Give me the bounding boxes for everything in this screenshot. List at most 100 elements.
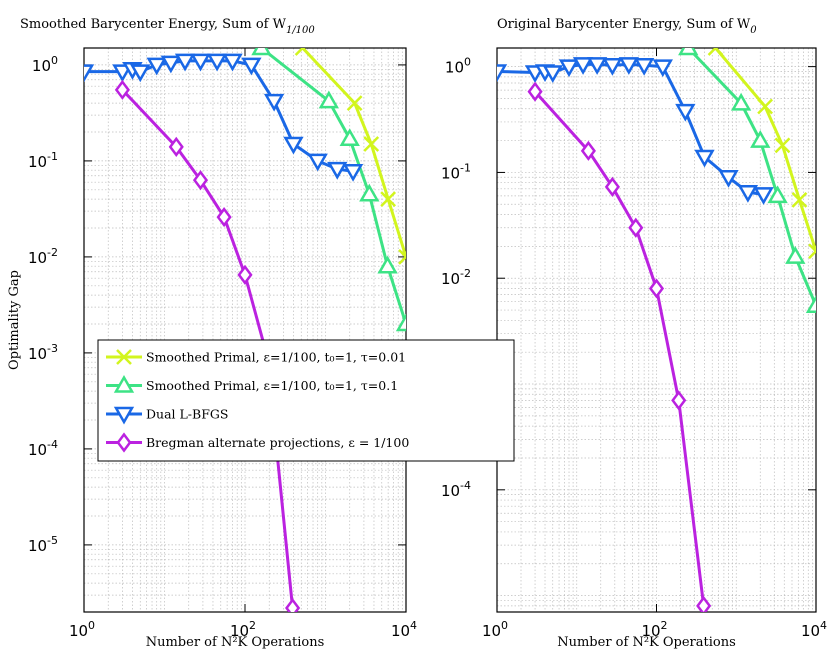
data-point — [130, 64, 151, 83]
data-point — [206, 53, 228, 72]
data-point — [694, 149, 715, 168]
data-point — [718, 170, 739, 188]
legend-marker — [116, 349, 132, 365]
data-point — [174, 53, 196, 72]
data-point — [527, 81, 543, 102]
legend: Smoothed Primal, ε=1/100, t₀=1, τ=0.01 Sm… — [97, 339, 515, 462]
data-point — [114, 79, 130, 100]
data-point — [237, 264, 253, 285]
chart-title: Smoothed Barycenter Energy, Sum of W1/10… — [20, 17, 315, 36]
legend-marker — [113, 406, 135, 425]
x-tick-label: 104 — [391, 619, 417, 640]
grid-lines — [83, 48, 407, 613]
data-point — [675, 103, 696, 122]
data-point — [168, 136, 184, 157]
data-point — [497, 64, 508, 82]
data-point — [285, 597, 301, 612]
legend-marker — [113, 374, 135, 393]
chart-panel-1: 100 102 10410010-110-210-310-410-5Smoothed… — [20, 17, 417, 650]
chart-title: Original Barycenter Energy, Sum of W0 — [497, 17, 757, 36]
data-point — [696, 595, 712, 612]
data-point — [398, 249, 406, 265]
legend-label: Smoothed Primal, ε=1/100, t₀=1, τ=0.01 — [146, 350, 406, 365]
series-group — [497, 48, 816, 612]
data-point — [633, 58, 655, 76]
data-point — [750, 130, 771, 148]
series-line — [533, 90, 706, 607]
data-point — [618, 57, 639, 75]
data-point — [737, 184, 759, 203]
data-point — [572, 57, 594, 75]
data-point — [730, 92, 752, 111]
legend-marker — [116, 432, 132, 453]
data-point — [774, 137, 791, 154]
data-point — [190, 53, 211, 72]
data-point — [671, 390, 687, 411]
x-tick-label: 100 — [482, 619, 508, 640]
legend-label: Smoothed Primal, ε=1/100, t₀=1, τ=0.1 — [146, 378, 398, 393]
y-tick-label: 10-2 — [28, 246, 58, 267]
data-point — [339, 128, 360, 147]
data-point — [652, 59, 673, 78]
x-axis-label: Number of N²K Operations — [557, 635, 736, 650]
data-point — [327, 161, 348, 180]
data-point — [757, 98, 773, 115]
data-point — [241, 57, 262, 76]
data-point — [628, 217, 644, 238]
data-point — [753, 187, 774, 205]
data-point — [580, 140, 596, 161]
data-point — [791, 192, 808, 208]
data-point — [318, 90, 339, 109]
data-point — [558, 59, 580, 78]
data-point — [707, 48, 724, 56]
data-point — [542, 65, 563, 84]
data-point — [307, 153, 328, 172]
data-point — [263, 93, 285, 112]
data-point — [84, 64, 95, 83]
data-point — [192, 170, 209, 191]
data-point — [346, 95, 363, 111]
x-axis-label: Number of N²K Operations — [146, 635, 325, 650]
data-point — [342, 164, 364, 182]
y-tick-label: 10-2 — [441, 267, 471, 288]
data-point — [805, 295, 816, 313]
data-point — [380, 191, 397, 207]
data-point — [294, 48, 311, 56]
legend-label: Bregman alternate projections, ε = 1/100 — [146, 435, 409, 450]
data-point — [222, 53, 243, 72]
data-point — [586, 57, 608, 75]
y-tick-label: 10-4 — [441, 479, 471, 500]
data-point — [808, 243, 816, 260]
x-tick-label: 104 — [801, 619, 827, 640]
data-point — [604, 176, 620, 197]
series-line — [714, 48, 816, 252]
data-point — [678, 48, 699, 56]
data-point — [767, 185, 788, 204]
series-line — [687, 48, 816, 307]
x-tick-label: 100 — [69, 619, 95, 640]
grid-lines — [496, 48, 817, 613]
y-tick-label: 10-3 — [28, 342, 58, 363]
data-point — [602, 58, 623, 76]
legend-label: Dual L-BFGS — [146, 407, 228, 422]
data-point — [359, 183, 380, 202]
data-point — [146, 57, 167, 76]
y-tick-label: 10-4 — [28, 438, 58, 459]
data-point — [160, 55, 182, 74]
y-tick-label: 10-1 — [28, 150, 58, 171]
y-tick-label: 10-1 — [441, 161, 471, 182]
y-tick-label: 100 — [32, 54, 58, 75]
data-point — [377, 255, 398, 274]
data-point — [785, 246, 806, 264]
data-point — [395, 313, 406, 332]
data-point — [216, 206, 232, 228]
y-tick-label: 100 — [445, 56, 471, 77]
data-point — [251, 48, 272, 56]
y-axis-label: Optimality Gap — [7, 270, 22, 370]
legend-box — [97, 339, 515, 462]
data-point — [363, 136, 380, 152]
data-point — [283, 136, 304, 155]
data-point — [648, 278, 665, 299]
